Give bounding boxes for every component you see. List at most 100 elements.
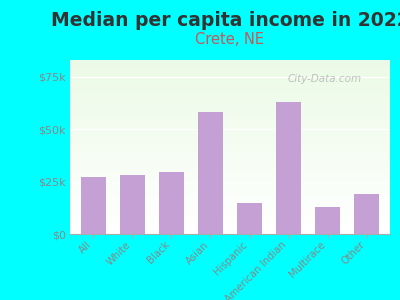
Bar <box>70 72 390 73</box>
Bar <box>70 162 390 163</box>
Bar <box>70 60 390 61</box>
Bar <box>70 185 390 186</box>
Bar <box>70 114 390 115</box>
Bar <box>70 109 390 110</box>
Bar <box>70 231 390 232</box>
Bar <box>70 173 390 174</box>
Bar <box>70 148 390 149</box>
Bar <box>70 101 390 102</box>
Bar <box>70 190 390 191</box>
Bar <box>70 95 390 96</box>
Bar <box>70 117 390 118</box>
Bar <box>70 115 390 116</box>
Bar <box>70 163 390 164</box>
Bar <box>70 150 390 151</box>
Bar <box>70 201 390 202</box>
Bar <box>70 78 390 79</box>
Bar <box>70 152 390 153</box>
Bar <box>70 138 390 139</box>
Bar <box>70 110 390 111</box>
Bar <box>70 223 390 224</box>
Bar <box>70 130 390 131</box>
Bar <box>70 161 390 162</box>
Bar <box>159 172 184 234</box>
Bar <box>70 186 390 187</box>
Bar <box>70 62 390 63</box>
Bar <box>70 207 390 208</box>
Bar <box>70 198 390 199</box>
Bar <box>70 61 390 62</box>
Bar <box>70 204 390 205</box>
Bar <box>70 87 390 88</box>
Bar <box>70 94 390 95</box>
Bar <box>70 219 390 220</box>
Bar <box>70 195 390 196</box>
Bar <box>70 141 390 142</box>
Bar <box>70 172 390 173</box>
Bar <box>70 129 390 130</box>
Bar <box>70 160 390 161</box>
Text: Median per capita income in 2022: Median per capita income in 2022 <box>51 11 400 29</box>
Bar <box>70 143 390 144</box>
Bar <box>70 135 390 136</box>
Bar <box>70 166 390 167</box>
Bar <box>70 225 390 226</box>
Bar <box>70 168 390 169</box>
Bar <box>70 97 390 98</box>
Bar <box>70 90 390 91</box>
Bar <box>70 189 390 190</box>
Bar <box>70 77 390 78</box>
Bar <box>70 174 390 175</box>
Bar <box>70 155 390 156</box>
Bar <box>70 104 390 105</box>
Bar <box>70 206 390 207</box>
Bar <box>70 180 390 181</box>
Bar <box>70 96 390 97</box>
Bar <box>70 144 390 145</box>
Bar <box>70 65 390 66</box>
Bar <box>70 158 390 159</box>
Bar <box>70 177 390 178</box>
Bar <box>70 209 390 210</box>
Bar <box>70 169 390 170</box>
Bar <box>238 202 262 234</box>
Bar <box>70 133 390 134</box>
Bar <box>70 153 390 154</box>
Bar <box>70 121 390 122</box>
Bar <box>70 116 390 117</box>
Bar <box>70 197 390 198</box>
Bar <box>70 192 390 193</box>
Bar <box>70 194 390 195</box>
Bar <box>70 122 390 123</box>
Bar <box>70 224 390 225</box>
Bar <box>120 175 144 234</box>
Bar <box>70 228 390 229</box>
Bar <box>70 105 390 106</box>
Bar <box>70 202 390 203</box>
Bar <box>70 69 390 70</box>
Bar <box>70 137 390 138</box>
Bar <box>70 108 390 109</box>
Bar <box>70 102 390 103</box>
Bar <box>70 164 390 165</box>
Bar <box>70 175 390 176</box>
Bar <box>70 73 390 74</box>
Bar <box>70 79 390 80</box>
Bar <box>70 184 390 185</box>
Bar <box>70 139 390 140</box>
Bar <box>70 68 390 69</box>
Bar <box>70 208 390 209</box>
Bar <box>70 123 390 124</box>
Bar <box>70 81 390 82</box>
Bar <box>70 221 390 222</box>
Bar <box>70 165 390 166</box>
Bar <box>70 74 390 75</box>
Bar <box>70 233 390 234</box>
Text: Crete, NE: Crete, NE <box>196 32 264 46</box>
Bar <box>70 63 390 64</box>
Bar <box>70 222 390 223</box>
Bar <box>70 146 390 147</box>
Bar <box>354 194 379 234</box>
Bar <box>70 176 390 177</box>
Bar <box>70 66 390 67</box>
